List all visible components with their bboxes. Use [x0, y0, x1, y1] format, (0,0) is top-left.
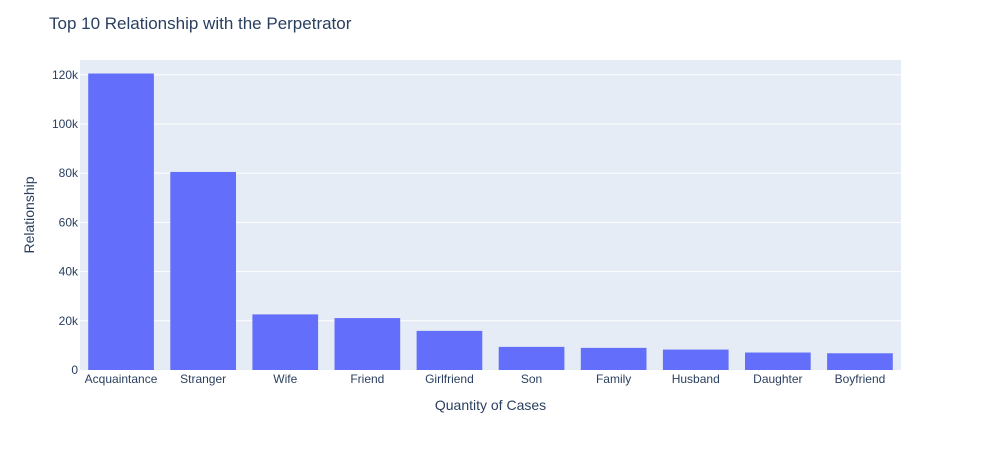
x-tick-label: Son	[521, 372, 542, 386]
bar-friend[interactable]	[334, 318, 401, 370]
y-tick-label: 120k	[52, 68, 79, 82]
x-tick-label: Daughter	[753, 372, 802, 386]
bar-acquaintance[interactable]	[88, 73, 154, 371]
chart-title: Top 10 Relationship with the Perpetrator	[49, 14, 352, 33]
y-axis-title: Relationship	[21, 176, 37, 253]
y-tick-label: 40k	[59, 265, 79, 279]
y-axis-ticks: 0 20k 40k 60k 80k 100k 120k	[52, 68, 79, 377]
x-tick-label: Husband	[672, 372, 720, 386]
y-tick-label: 20k	[59, 314, 79, 328]
bar-girlfriend[interactable]	[416, 330, 483, 370]
x-tick-label: Girlfriend	[425, 372, 474, 386]
x-tick-label: Wife	[273, 372, 297, 386]
x-tick-label: Stranger	[180, 372, 226, 386]
x-tick-label: Boyfriend	[835, 372, 886, 386]
bar-boyfriend[interactable]	[827, 353, 893, 370]
y-tick-label: 100k	[52, 117, 79, 131]
bar-wife[interactable]	[252, 314, 319, 370]
y-tick-label: 80k	[59, 166, 79, 180]
x-tick-label: Friend	[350, 372, 384, 386]
grid-lines	[80, 74, 901, 322]
x-axis-ticks: Acquaintance Stranger Wife Friend Girlfriend…	[85, 372, 886, 386]
x-tick-label: Acquaintance	[85, 372, 158, 386]
bar-family[interactable]	[580, 347, 647, 370]
bar-stranger[interactable]	[170, 171, 236, 370]
y-tick-label: 60k	[59, 215, 79, 229]
x-tick-label: Family	[596, 372, 631, 386]
bar-husband[interactable]	[662, 349, 729, 370]
bars	[88, 73, 893, 371]
y-tick-label: 0	[71, 363, 78, 377]
x-axis-title: Quantity of Cases	[435, 397, 546, 413]
bar-son[interactable]	[498, 346, 565, 370]
bar-daughter[interactable]	[745, 352, 811, 370]
